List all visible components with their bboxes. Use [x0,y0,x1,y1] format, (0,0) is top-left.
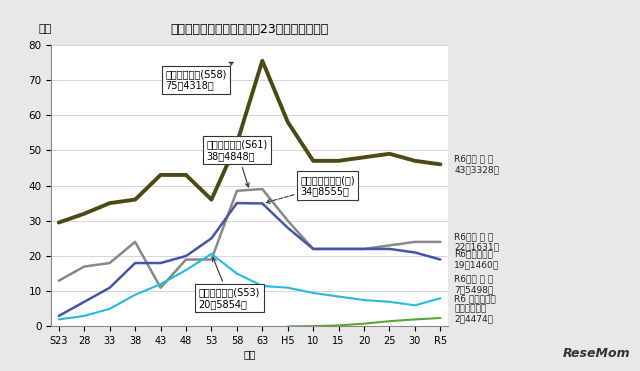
Text: R6 幼保連携型
認定こども園
2万4474人: R6 幼保連携型 認定こども園 2万4474人 [454,294,496,324]
Text: 万人: 万人 [38,24,52,34]
Text: R6　高等学校
19万1460人: R6 高等学校 19万1460人 [454,250,500,269]
Text: ReseMom: ReseMom [563,347,631,360]
Text: 小学校ピーク(S58)
75万4318人: 小学校ピーク(S58) 75万4318人 [166,62,233,91]
Text: 幼稚園ピーク(S53)
20万5854人: 幼稚園ピーク(S53) 20万5854人 [199,257,260,309]
Title: 図　在学者数の推移（昭和23～令和６年度）: 図 在学者数の推移（昭和23～令和６年度） [170,23,329,36]
Text: R6　幼 稚 園
7万5498人: R6 幼 稚 園 7万5498人 [454,275,494,294]
Text: R6　小 学 校
43万3328人: R6 小 学 校 43万3328人 [454,155,499,174]
Text: R6　中 学 校
22万1631人: R6 中 学 校 22万1631人 [454,232,499,252]
Text: 中学校ピーク(S61)
38万4848人: 中学校ピーク(S61) 38万4848人 [206,139,268,187]
X-axis label: 年度: 年度 [243,349,256,359]
Text: 高等学校ピーク(元)
34万8555人: 高等学校ピーク(元) 34万8555人 [266,175,355,203]
